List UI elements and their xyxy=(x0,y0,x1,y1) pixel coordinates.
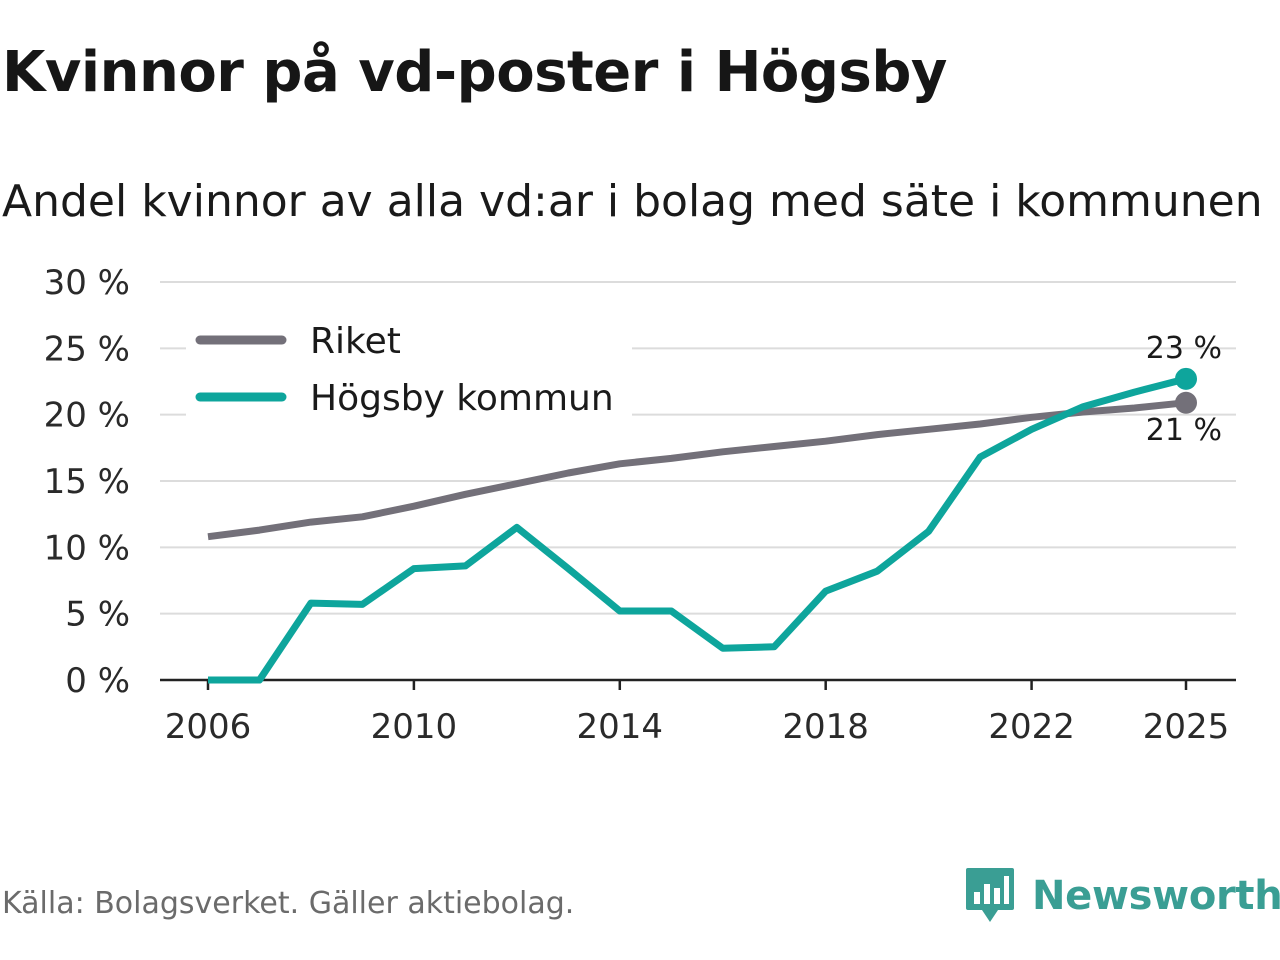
y-tick-label: 15 % xyxy=(44,462,130,502)
x-tick-label: 2018 xyxy=(782,707,869,747)
end-label-riket: 21 % xyxy=(1146,413,1222,448)
y-tick-label: 0 % xyxy=(65,661,130,701)
x-tick-label: 2022 xyxy=(988,707,1075,747)
legend-label-hogsby: Högsby kommun xyxy=(310,378,614,419)
x-tick-label: 2010 xyxy=(371,707,458,747)
y-tick-label: 30 % xyxy=(44,263,130,303)
legend-background xyxy=(186,312,632,424)
end-label-hogsby: 23 % xyxy=(1146,331,1222,366)
y-tick-label: 10 % xyxy=(44,528,130,568)
series-line-hogsby xyxy=(208,375,1187,684)
chart-title: Kvinnor på vd-poster i Högsby xyxy=(2,40,947,105)
end-point-hogsby xyxy=(1175,367,1197,390)
x-tick-labels: 2006 2010 2014 2018 2022 2025 xyxy=(165,680,1230,747)
y-tick-label: 25 % xyxy=(44,329,130,369)
series-layer xyxy=(207,367,1197,684)
source-note: Källa: Bolagsverket. Gäller aktiebolag. xyxy=(2,886,575,921)
x-tick-label: 2006 xyxy=(165,707,252,747)
y-tick-labels: 0 % 5 % 10 % 15 % 20 % 25 % 30 % xyxy=(44,263,130,701)
x-tick-label: 2025 xyxy=(1143,707,1230,747)
end-point-riket xyxy=(1175,391,1197,414)
newsworthy-logo-icon xyxy=(966,868,1014,922)
end-labels: 23 % 21 % xyxy=(1146,331,1222,448)
line-chart: 0 %5 %10 %15 %20 %25 %30 % 2006 2010 2014 2… xyxy=(44,263,1236,747)
legend: Riket Högsby kommun xyxy=(186,312,632,424)
brand-name: Newsworthy xyxy=(1032,873,1280,919)
series-line-riket xyxy=(207,399,1187,541)
y-tick-label: 5 % xyxy=(65,595,130,635)
legend-label-riket: Riket xyxy=(310,321,401,362)
x-tick-label: 2014 xyxy=(577,707,664,747)
y-tick-label: 20 % xyxy=(44,396,130,436)
newsworthy-logo[interactable]: Newsworthy xyxy=(964,866,1280,926)
chart-subtitle: Andel kvinnor av alla vd:ar i bolag med … xyxy=(2,176,1263,227)
